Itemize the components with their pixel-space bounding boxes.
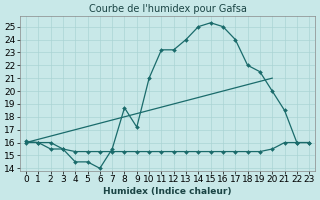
X-axis label: Humidex (Indice chaleur): Humidex (Indice chaleur) [103,187,232,196]
Title: Courbe de l'humidex pour Gafsa: Courbe de l'humidex pour Gafsa [89,4,246,14]
